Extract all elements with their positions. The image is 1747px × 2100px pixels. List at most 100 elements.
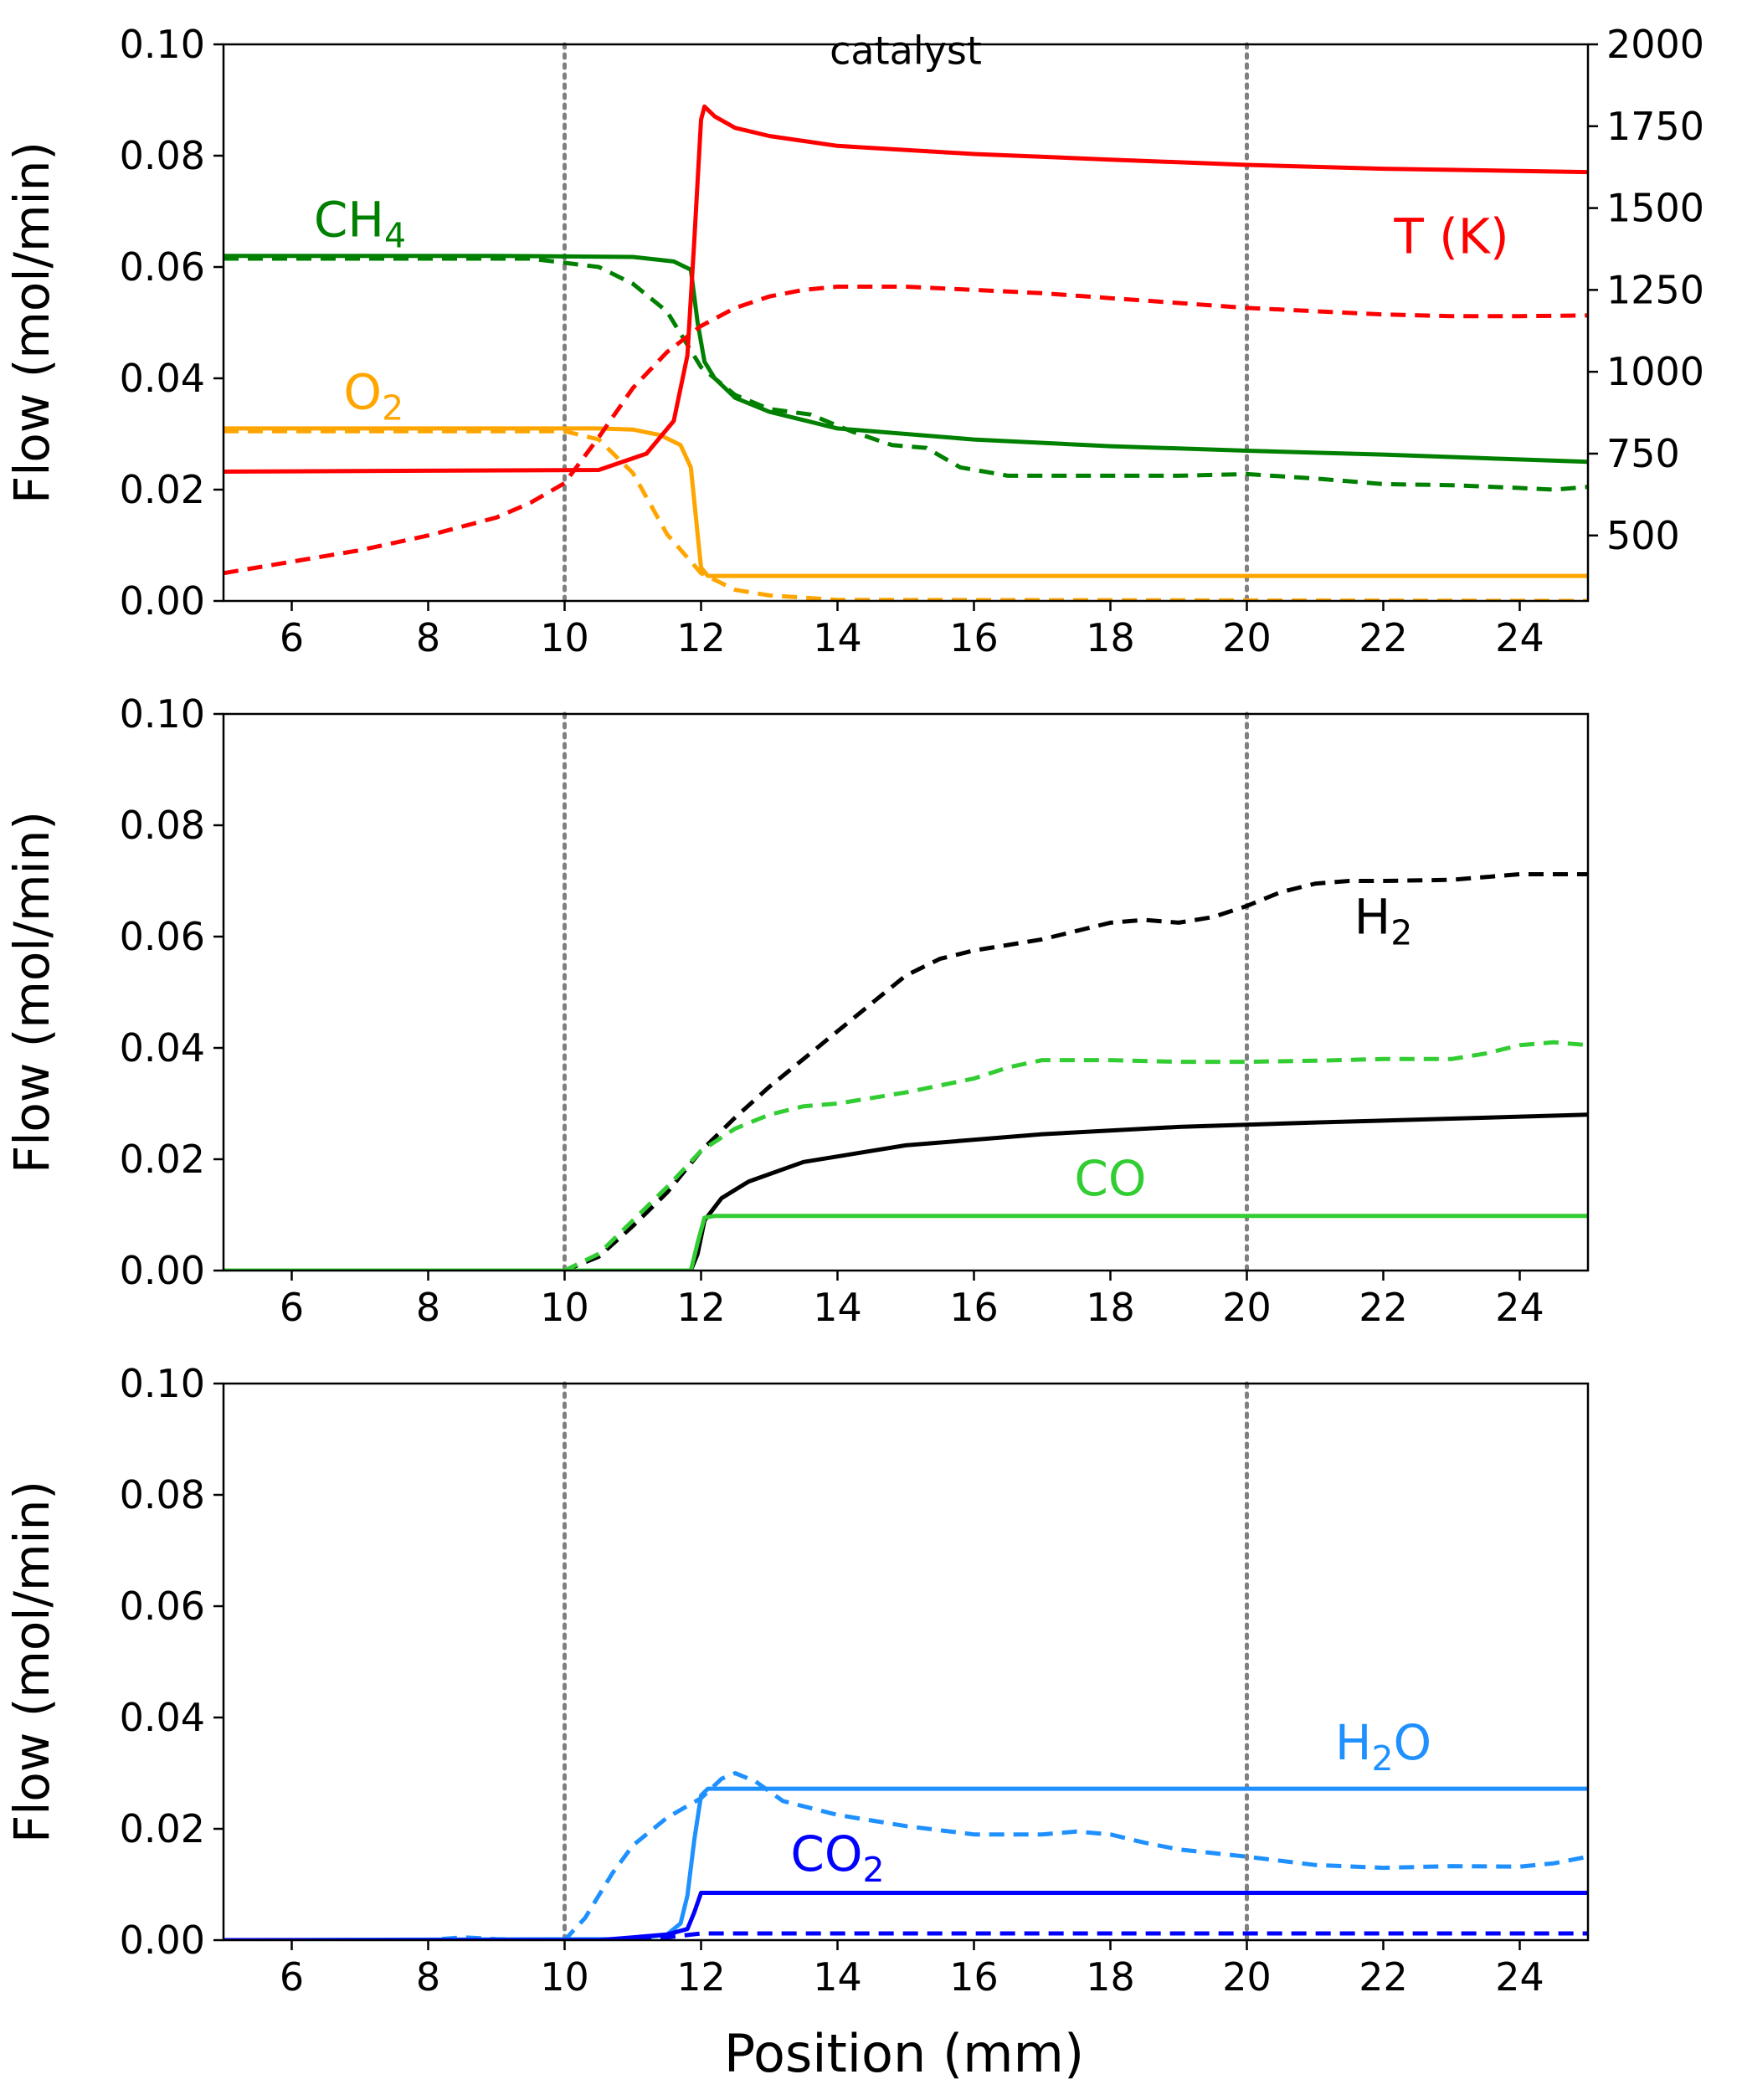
y-tick-label: 0.00 xyxy=(120,578,205,624)
series-line xyxy=(224,254,1588,465)
x-tick-label: 22 xyxy=(1359,1954,1408,2000)
y-tick-label: 0.00 xyxy=(120,1918,205,1963)
x-tick-label: 14 xyxy=(813,1954,862,2000)
x-tick-label: 18 xyxy=(1086,1954,1135,2000)
annotation-subscript: 2 xyxy=(382,388,403,429)
annotation-base: T (K) xyxy=(1393,208,1508,264)
x-tick-label: 12 xyxy=(676,1285,726,1330)
y-axis-label: Flow (mol/min) xyxy=(3,141,60,504)
annotation-base: H xyxy=(1354,889,1391,946)
y-tick-label: 0.10 xyxy=(120,1361,205,1406)
series-group xyxy=(224,104,1588,601)
x-tick-label: 20 xyxy=(1222,615,1272,660)
annotation-subscript: 2 xyxy=(863,1850,885,1890)
series-annotation-temp: T (K) xyxy=(1393,208,1508,264)
annotation-subscript: 2 xyxy=(1371,1738,1393,1779)
y-tick-label: 0.02 xyxy=(120,1806,205,1851)
series-line xyxy=(224,429,1588,601)
x-tick-label: 16 xyxy=(949,1954,999,2000)
panel-bottom: 6 8 10 12 14 16 18 20 22 240.000.020.040.060.080.… xyxy=(3,1361,1590,2000)
series-line xyxy=(224,1112,1588,1271)
x-tick-label: 24 xyxy=(1495,615,1544,660)
y-tick-label: 0.10 xyxy=(120,691,205,737)
y-tick-label: 0.04 xyxy=(120,1025,205,1071)
x-tick-label: 20 xyxy=(1222,1954,1272,2000)
series-line xyxy=(224,256,1588,492)
series-line xyxy=(224,104,1588,474)
y-tick-label: 0.08 xyxy=(120,803,205,848)
series-annotation-co: CO xyxy=(1074,1150,1146,1207)
annotation-base: CH xyxy=(314,191,384,248)
x-tick-label: 6 xyxy=(280,1285,304,1330)
series-line xyxy=(224,1771,1588,1940)
y2-tick-label: 750 xyxy=(1606,431,1680,476)
x-tick-label: 14 xyxy=(813,1285,862,1330)
x-tick-label: 18 xyxy=(1086,1285,1135,1330)
x-tick-label: 12 xyxy=(676,1954,726,2000)
x-tick-label: 22 xyxy=(1359,1285,1408,1330)
plot-frame xyxy=(222,1382,1590,1942)
x-tick-label: 10 xyxy=(540,615,589,660)
y2-tick-label: 500 xyxy=(1606,513,1680,558)
y-tick-label: 0.04 xyxy=(120,356,205,401)
y2-tick-label: 1750 xyxy=(1606,104,1704,149)
x-tick-label: 24 xyxy=(1495,1285,1544,1330)
y-tick-label: 0.06 xyxy=(120,914,205,959)
x-tick-label: 8 xyxy=(416,1285,440,1330)
annotation-subscript: 2 xyxy=(1390,913,1412,953)
series-line xyxy=(224,1040,1588,1271)
y-axis-label: Flow (mol/min) xyxy=(3,811,60,1173)
series-annotation-catalyst: catalyst xyxy=(830,28,982,73)
y-tick-label: 0.02 xyxy=(120,1137,205,1182)
annotation-base: CO xyxy=(1074,1150,1146,1207)
series-annotation-o2: O2 xyxy=(343,364,403,429)
y-tick-label: 0.08 xyxy=(120,133,205,178)
series-line xyxy=(224,1931,1588,1940)
annotation-subscript: 4 xyxy=(384,215,406,255)
series-annotation-co2: CO2 xyxy=(790,1825,884,1890)
x-tick-label: 8 xyxy=(416,615,440,660)
plot-frame xyxy=(222,43,1590,603)
y-tick-label: 0.00 xyxy=(120,1248,205,1293)
series-line xyxy=(224,872,1588,1271)
panel-top: 6 8 10 12 14 16 18 20 22 240.000.020.040.060.080.… xyxy=(3,22,1704,660)
annotation-base: O xyxy=(343,364,382,421)
y-axis-label: Flow (mol/min) xyxy=(3,1481,60,1843)
x-axis-label: Position (mm) xyxy=(724,2023,1084,2084)
x-tick-label: 6 xyxy=(280,1954,304,2000)
panel-middle: 6 8 10 12 14 16 18 20 22 24 0.00 0.02 0.04 0.06 0.08 0.… xyxy=(3,691,1590,1330)
x-tick-label: 6 xyxy=(280,615,304,660)
annotation-tail: O xyxy=(1394,1714,1432,1771)
x-tick-label: 18 xyxy=(1086,615,1135,660)
y-tick-label: 0.02 xyxy=(120,467,205,512)
x-tick-label: 14 xyxy=(813,615,862,660)
series-annotation-ch4: CH4 xyxy=(314,191,406,255)
y2-tick-label: 2000 xyxy=(1606,22,1704,67)
y-tick-label: 0.08 xyxy=(120,1472,205,1517)
y2-tick-label: 1500 xyxy=(1606,186,1704,231)
x-tick-label: 22 xyxy=(1359,615,1408,660)
x-tick-label: 12 xyxy=(676,615,726,660)
x-tick-label: 16 xyxy=(949,615,999,660)
y2-tick-label: 1250 xyxy=(1606,267,1704,312)
series-line xyxy=(224,426,1588,578)
x-tick-label: 10 xyxy=(540,1954,589,2000)
y-tick-label: 0.10 xyxy=(120,22,205,67)
plot-frame xyxy=(222,712,1590,1272)
x-tick-label: 20 xyxy=(1222,1285,1272,1330)
series-group xyxy=(224,872,1588,1271)
y-tick-label: 0.06 xyxy=(120,1584,205,1629)
x-tick-label: 16 xyxy=(949,1285,999,1330)
y2-tick-label: 1000 xyxy=(1606,349,1704,394)
series-line xyxy=(224,285,1588,576)
panels: 6 8 10 12 14 16 18 20 22 240.000.020.040.060.080.… xyxy=(3,22,1704,2000)
x-tick-label: 8 xyxy=(416,1954,440,2000)
x-tick-label: 10 xyxy=(540,1285,589,1330)
y-tick-label: 0.04 xyxy=(120,1695,205,1740)
annotation-base: CO xyxy=(790,1825,862,1882)
series-annotation-h2o: H2O xyxy=(1335,1714,1431,1779)
series-line xyxy=(224,1214,1588,1271)
x-tick-label: 24 xyxy=(1495,1954,1544,2000)
